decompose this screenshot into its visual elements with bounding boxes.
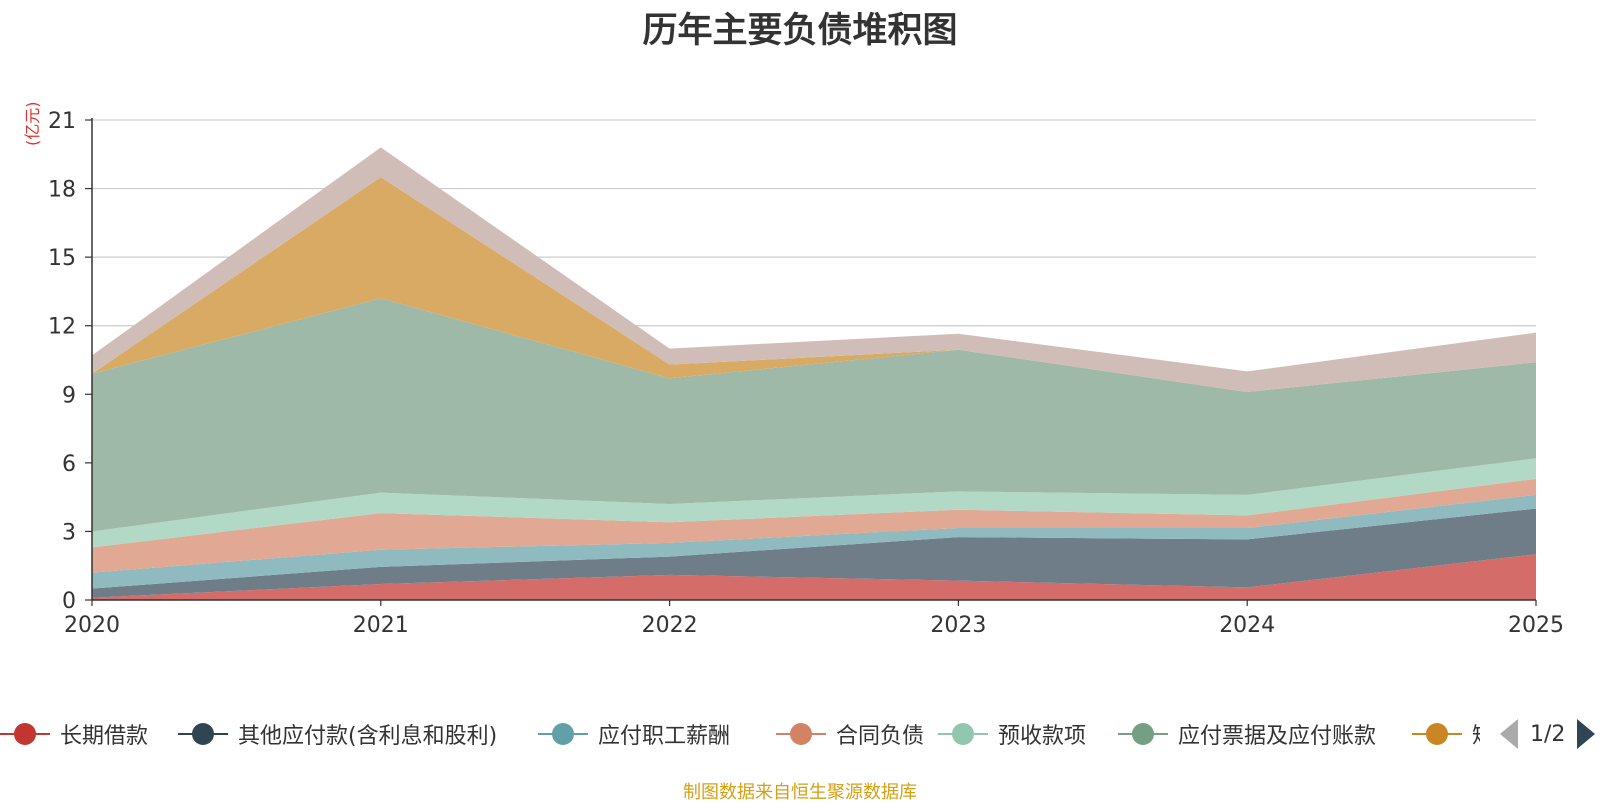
legend-item[interactable]: 应付职工薪酬 <box>538 718 730 750</box>
area-series-0 <box>92 554 1536 600</box>
area-series-2 <box>92 494 1536 589</box>
x-tick-label: 2021 <box>353 613 409 638</box>
legend-label: 其他应付款(含利息和股利) <box>238 724 498 749</box>
legend-label: 短 <box>1472 718 1480 750</box>
area-series-3 <box>92 478 1536 573</box>
legend-pager: 1/2 <box>1500 718 1596 750</box>
legend-next-page-icon[interactable] <box>1577 719 1596 749</box>
area-series-6 <box>92 177 1536 392</box>
y-tick-label: 9 <box>62 383 76 408</box>
legend-item[interactable]: 预收款项 <box>938 718 1086 750</box>
legend-marker-icon <box>938 718 988 750</box>
legend-marker-icon <box>178 718 228 750</box>
x-tick-label: 2023 <box>930 613 986 638</box>
y-tick-label: 3 <box>62 520 76 545</box>
legend-page-indicator: 1/2 <box>1530 721 1566 747</box>
y-tick-label: 21 <box>48 109 76 134</box>
legend-item[interactable]: 其他应付款(含利息和股利) <box>178 718 497 750</box>
data-source-note: 制图数据来自恒生聚源数据库 <box>683 782 917 803</box>
legend-marker-icon <box>1118 718 1168 750</box>
legend-marker-icon <box>776 718 826 750</box>
y-tick-label: 15 <box>48 246 76 271</box>
legend-label: 长期借款 <box>60 724 149 749</box>
x-tick-label: 2020 <box>64 613 120 638</box>
x-tick-label: 2025 <box>1508 613 1564 638</box>
legend-marker-icon <box>538 718 588 750</box>
legend: 长期借款 其他应付款(含利息和股利) 应付职工薪酬 合同负债 预收款项 应付票据及应付账款… <box>0 718 1480 750</box>
area-series-1 <box>92 508 1536 598</box>
legend-item[interactable]: 合同负债 <box>776 718 924 750</box>
y-tick-label: 6 <box>62 452 76 477</box>
chart-title: 历年主要负债堆积图 <box>642 11 958 51</box>
legend-item[interactable]: 长期借款 <box>0 718 148 750</box>
y-tick-label: 0 <box>62 589 76 614</box>
x-tick-label: 2024 <box>1219 613 1275 638</box>
area-series-4 <box>92 458 1536 548</box>
legend-prev-page-icon[interactable] <box>1500 719 1518 749</box>
legend-label: 预收款项 <box>998 724 1087 749</box>
legend-label: 应付职工薪酬 <box>598 724 731 749</box>
legend-item[interactable]: 短 <box>1412 718 1480 750</box>
area-series-5 <box>92 298 1536 532</box>
y-tick-label: 18 <box>48 178 76 203</box>
area-series-7 <box>92 147 1536 392</box>
legend-label: 合同负债 <box>836 724 925 749</box>
legend-item[interactable]: 应付票据及应付账款 <box>1118 718 1376 750</box>
x-tick-label: 2022 <box>642 613 698 638</box>
y-tick-label: 12 <box>48 315 76 340</box>
legend-marker-icon <box>1412 718 1462 750</box>
legend-marker-icon <box>0 718 50 750</box>
legend-label: 应付票据及应付账款 <box>1178 724 1377 749</box>
